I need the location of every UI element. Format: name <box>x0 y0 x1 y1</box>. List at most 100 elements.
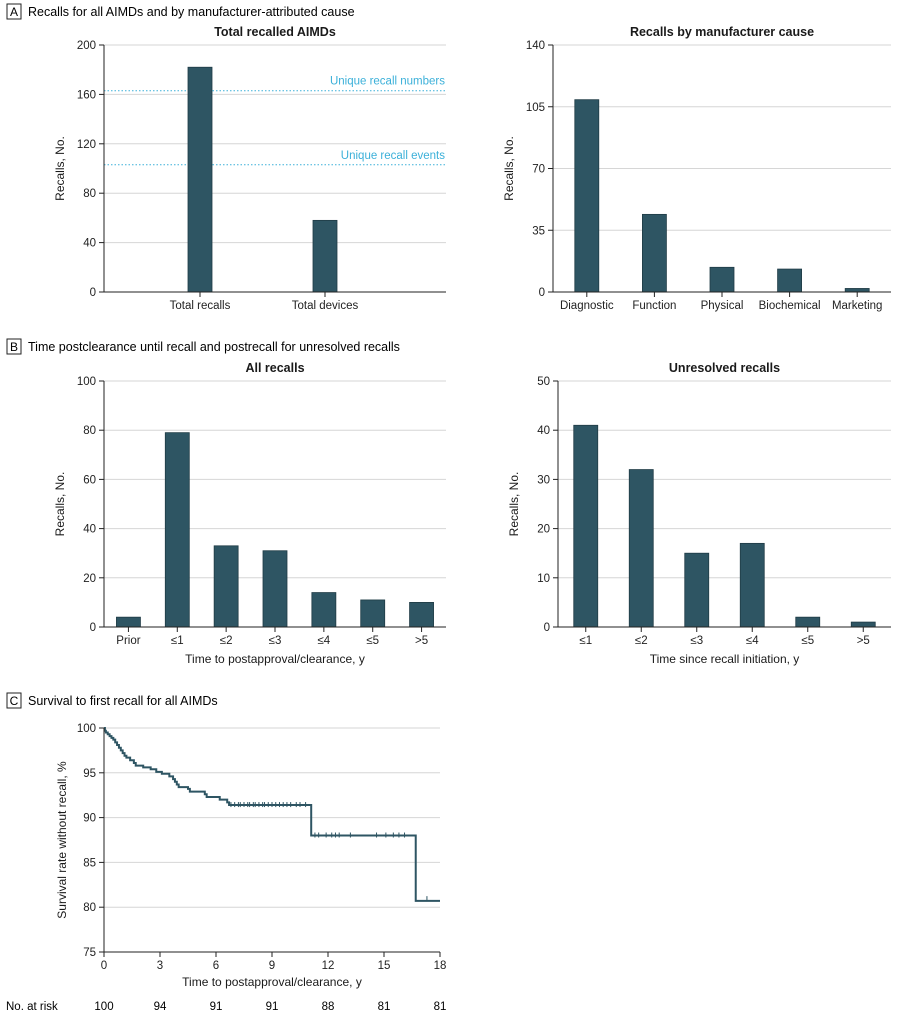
x-tick-label: ≤5 <box>366 635 379 647</box>
y-tick-label: 30 <box>537 474 550 486</box>
bar-Biochemical <box>777 268 802 293</box>
y-tick-label: 0 <box>544 622 550 634</box>
x-tick-label: ≤1 <box>171 635 184 647</box>
y-tick-label: 95 <box>83 768 96 780</box>
x-axis-label: Time since recall initiation, y <box>650 652 800 666</box>
x-tick-label: ≤3 <box>269 635 282 647</box>
x-tick-label: 15 <box>378 960 391 972</box>
section-b-letter-box <box>6 338 22 355</box>
bar-≤3 <box>684 552 710 628</box>
chart-title: Total recalled AIMDs <box>214 25 336 39</box>
y-tick-label: 0 <box>539 287 545 299</box>
chart-unresolved-recalls: 0 10 20 30 40 50 ≤1 ≤2 ≤3 ≤4 ≤5 >5 Unresolved recall… <box>507 361 891 666</box>
y-tick-label: 0 <box>90 287 96 299</box>
section-c-letter: C <box>10 694 19 708</box>
y-tick-label: 80 <box>83 902 96 914</box>
y-tick-label: 160 <box>77 89 96 101</box>
y-axis-label: Recalls, No. <box>502 136 516 201</box>
y-axis-label: Recalls, No. <box>53 472 67 537</box>
x-tick-label: ≤3 <box>690 635 703 647</box>
y-tick-label: 100 <box>77 376 96 388</box>
x-tick-label: Function <box>632 300 676 312</box>
y-tick-label: 40 <box>537 425 550 437</box>
risk-value: 94 <box>154 1001 167 1013</box>
y-tick-label: 75 <box>83 947 96 959</box>
chart-all-recalls: 0 20 40 60 80 100 Prior ≤1 ≤2 ≤3 ≤4 ≤5 >5 All recalls… <box>53 361 446 666</box>
x-tick-label: 0 <box>101 960 107 972</box>
chart-title: All recalls <box>245 361 304 375</box>
section-c-letter-box <box>6 692 22 709</box>
x-tick-label: ≤4 <box>746 635 759 647</box>
bar-Function <box>642 213 667 293</box>
bar-Total devices <box>312 219 338 293</box>
x-tick-label: >5 <box>857 635 870 647</box>
y-tick-label: 140 <box>526 40 545 52</box>
bar-Prior <box>116 616 141 628</box>
x-tick-label: 12 <box>322 960 335 972</box>
bar-≤1 <box>164 432 190 628</box>
reference-line-label: Unique recall numbers <box>330 76 445 88</box>
risk-value: 91 <box>266 1001 279 1013</box>
risk-table-label: No. at risk <box>6 1001 58 1013</box>
section-b-title: Time postclearance until recall and post… <box>28 340 400 354</box>
bar-≤1 <box>573 424 599 628</box>
x-tick-label: Prior <box>116 635 140 647</box>
x-axis-label: Time to postapproval/clearance, y <box>185 652 365 666</box>
chart-title: Recalls by manufacturer cause <box>630 25 814 39</box>
bar-≤5 <box>795 616 821 628</box>
reference-line-label: Unique recall events <box>341 150 445 162</box>
x-tick-label: 6 <box>213 960 219 972</box>
y-axis-label: Recalls, No. <box>53 136 67 201</box>
risk-value: 100 <box>94 1001 113 1013</box>
y-tick-label: 0 <box>90 622 96 634</box>
x-tick-label: ≤5 <box>801 635 814 647</box>
bar-≤3 <box>262 550 288 628</box>
chart-survival-curve: 75 80 85 90 95 100 0 3 6 9 12 15 18 Survival rate wit… <box>55 723 446 989</box>
section-c-header: C Survival to first recall for all AIMDs <box>6 692 218 709</box>
y-tick-label: 50 <box>537 376 550 388</box>
y-tick-label: 40 <box>83 524 96 536</box>
chart-total-recalled-aimds: 0 40 80 120 160 200 Unique recall numbers Uniqu… <box>53 25 446 312</box>
x-tick-label: Physical <box>701 300 744 312</box>
bar-≤4 <box>739 542 765 628</box>
y-tick-label: 80 <box>83 188 96 200</box>
x-tick-label: Total devices <box>292 300 359 312</box>
bar-≤2 <box>213 545 239 628</box>
section-a-title: Recalls for all AIMDs and by manufacture… <box>28 5 355 19</box>
x-tick-label: Diagnostic <box>560 300 614 312</box>
y-tick-label: 35 <box>532 225 545 237</box>
section-a-header: A Recalls for all AIMDs and by manufactu… <box>6 3 355 20</box>
y-tick-label: 60 <box>83 474 96 486</box>
risk-value: 91 <box>210 1001 223 1013</box>
bar-Total recalls <box>187 66 213 293</box>
survival-curve <box>103 727 440 902</box>
y-tick-label: 100 <box>77 723 96 735</box>
section-b-header: B Time postclearance until recall and po… <box>6 338 400 355</box>
y-axis-label: Recalls, No. <box>507 472 521 537</box>
x-tick-label: ≤4 <box>317 635 330 647</box>
x-tick-label: >5 <box>415 635 428 647</box>
x-tick-label: ≤2 <box>635 635 648 647</box>
x-tick-label: Biochemical <box>759 300 821 312</box>
x-tick-label: Marketing <box>832 300 883 312</box>
x-tick-label: 18 <box>434 960 447 972</box>
section-b-letter: B <box>10 340 18 354</box>
bar-Diagnostic <box>574 99 600 293</box>
y-tick-label: 120 <box>77 139 96 151</box>
x-tick-label: Total recalls <box>170 300 231 312</box>
chart-recalls-by-cause: 0 35 70 105 140 Diagnostic Function Physical Bio… <box>502 25 891 312</box>
bar-≤4 <box>311 592 337 628</box>
bar-Marketing <box>844 288 870 293</box>
risk-value: 81 <box>378 1001 391 1013</box>
chart-title: Unresolved recalls <box>669 361 780 375</box>
bar->5 <box>850 621 876 628</box>
x-tick-label: 3 <box>157 960 163 972</box>
y-tick-label: 80 <box>83 425 96 437</box>
section-c-title: Survival to first recall for all AIMDs <box>28 694 218 708</box>
y-tick-label: 10 <box>537 573 550 585</box>
y-tick-label: 90 <box>83 813 96 825</box>
x-tick-label: 9 <box>269 960 275 972</box>
risk-value: 88 <box>322 1001 335 1013</box>
y-tick-label: 20 <box>83 573 96 585</box>
